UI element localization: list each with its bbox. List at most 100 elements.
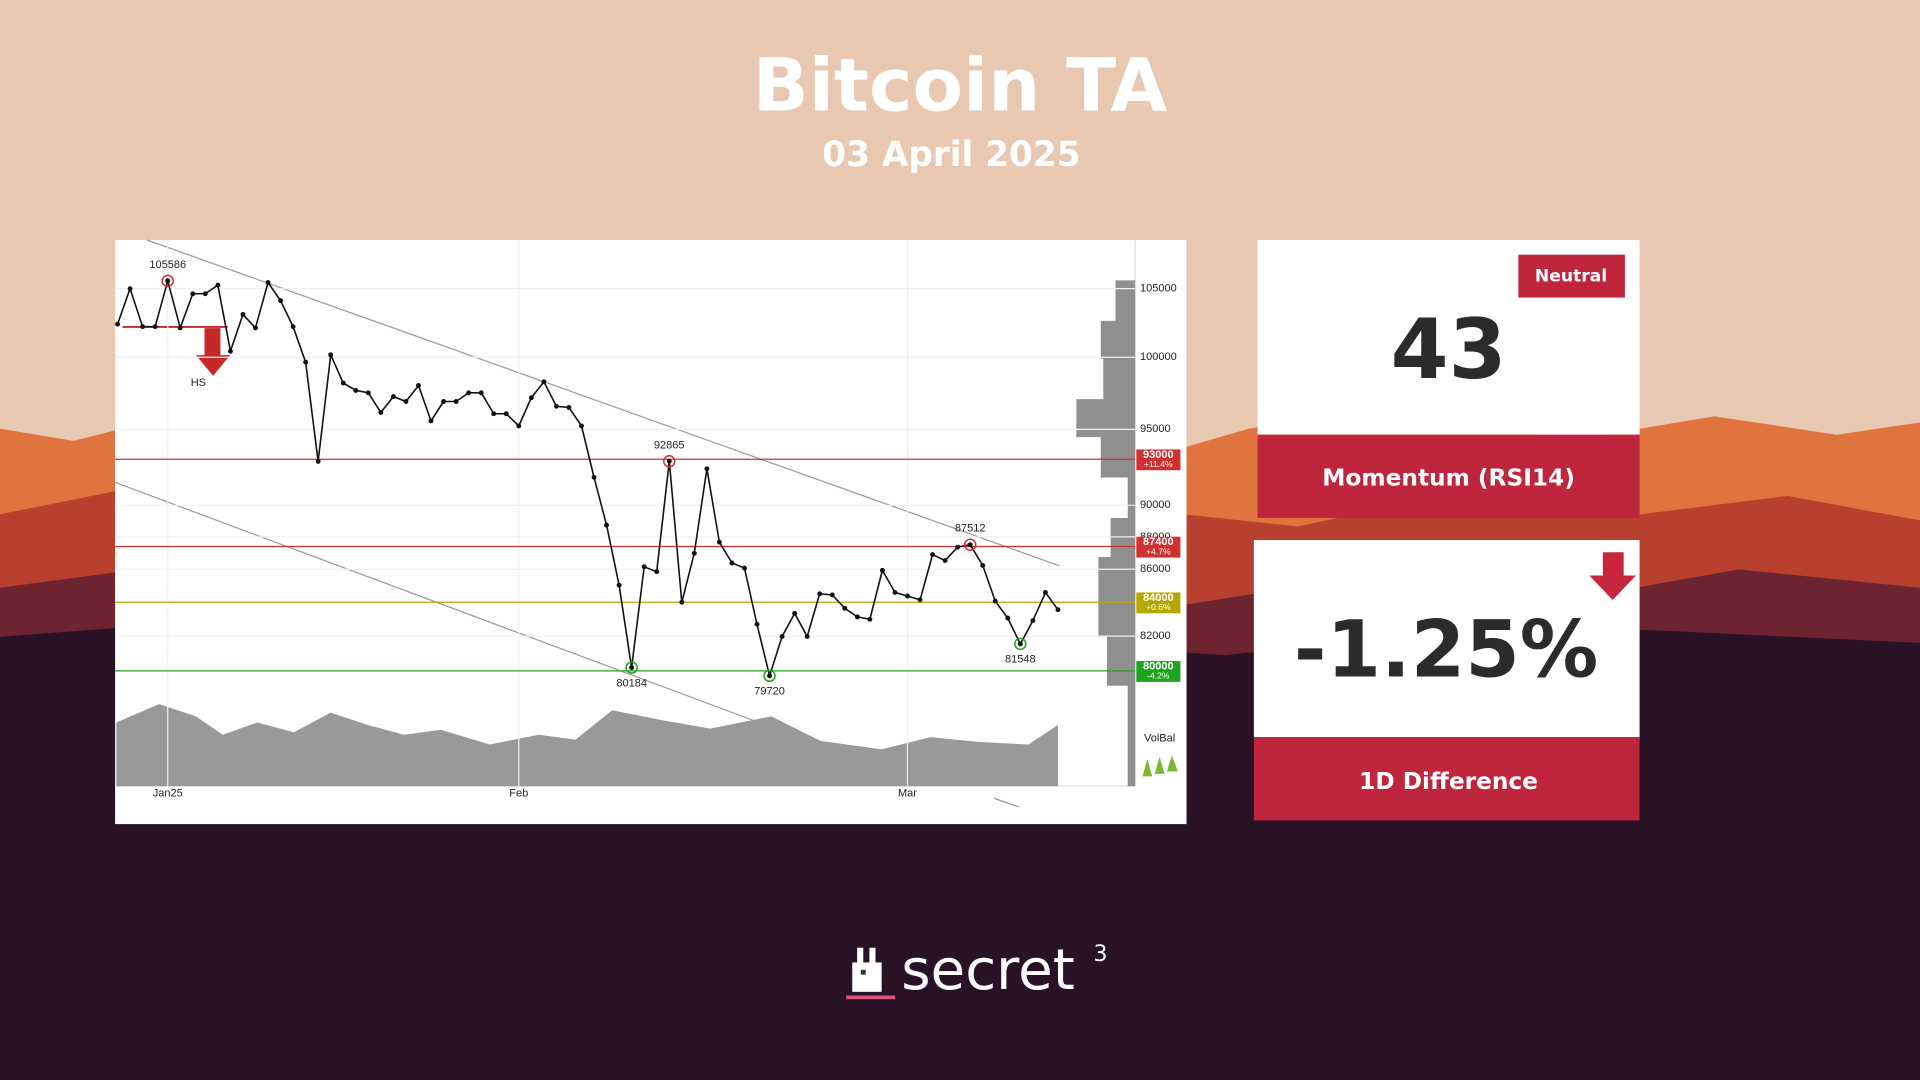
point bbox=[867, 616, 873, 622]
level-box bbox=[1136, 592, 1181, 614]
point bbox=[466, 390, 472, 396]
bunny-base bbox=[846, 995, 896, 1000]
volume-profile bbox=[1076, 280, 1136, 787]
point bbox=[115, 321, 120, 327]
point bbox=[340, 380, 346, 386]
pivot-ring bbox=[963, 538, 977, 551]
x-tick-label: Feb bbox=[509, 787, 528, 799]
point bbox=[1055, 607, 1061, 613]
point bbox=[679, 599, 685, 605]
x-tick-label: Mar bbox=[898, 787, 917, 799]
hs-arrow bbox=[195, 328, 231, 376]
logo: secret 3 bbox=[846, 938, 1108, 1003]
bunny-ear bbox=[869, 947, 876, 963]
diff-label: 1D Difference bbox=[1359, 768, 1538, 795]
diff-card bbox=[1253, 540, 1640, 738]
point bbox=[140, 324, 146, 330]
y-tick-label: 86000 bbox=[1140, 563, 1171, 575]
level-label: 87400 bbox=[1143, 536, 1174, 548]
pivot-ring bbox=[1014, 637, 1027, 651]
point bbox=[716, 539, 722, 545]
point bbox=[792, 610, 798, 616]
point bbox=[202, 291, 208, 297]
point bbox=[1017, 641, 1023, 647]
title: Bitcoin TA bbox=[753, 44, 1168, 129]
point bbox=[553, 403, 559, 409]
point bbox=[629, 665, 635, 671]
point bbox=[227, 348, 233, 354]
logo-sup: 3 bbox=[1093, 942, 1107, 967]
point bbox=[353, 387, 359, 393]
level-change: +4.7% bbox=[1146, 546, 1171, 556]
point bbox=[541, 379, 547, 385]
point bbox=[528, 395, 534, 401]
trendline bbox=[994, 797, 1019, 808]
rsi-label: Momentum (RSI14) bbox=[1322, 464, 1575, 491]
down-arrow bbox=[1589, 552, 1636, 600]
point bbox=[641, 564, 647, 570]
point bbox=[503, 411, 509, 417]
annotation: HS bbox=[191, 377, 206, 389]
point bbox=[365, 390, 371, 396]
level-box bbox=[1136, 536, 1181, 558]
value-label: 80184 bbox=[616, 677, 647, 689]
point bbox=[290, 324, 296, 330]
point bbox=[453, 399, 459, 404]
point bbox=[303, 359, 309, 365]
point bbox=[930, 552, 936, 558]
diff-band bbox=[1253, 737, 1640, 821]
point bbox=[378, 409, 384, 415]
point bbox=[980, 563, 986, 568]
value-label: 92865 bbox=[654, 439, 685, 451]
point bbox=[905, 593, 910, 599]
x-tick-label: Jan25 bbox=[153, 787, 183, 799]
point bbox=[842, 605, 848, 611]
diff-value: -1.25% bbox=[1294, 605, 1598, 696]
value-label: 79720 bbox=[754, 686, 785, 698]
point bbox=[1030, 618, 1036, 624]
point bbox=[165, 278, 171, 284]
point bbox=[942, 558, 948, 564]
y-tick-label: 95000 bbox=[1140, 423, 1171, 435]
point bbox=[804, 634, 810, 639]
point bbox=[654, 569, 660, 575]
bunny-eye bbox=[860, 969, 866, 975]
pivot-ring bbox=[763, 669, 776, 683]
point bbox=[992, 598, 998, 604]
badge-text: Neutral bbox=[1535, 267, 1607, 287]
point bbox=[704, 466, 710, 472]
level-change: +11.4% bbox=[1144, 459, 1173, 469]
rsi-band bbox=[1257, 434, 1640, 518]
y-tick-label: 100000 bbox=[1140, 351, 1177, 363]
level-label: 93000 bbox=[1143, 449, 1174, 461]
point bbox=[516, 423, 522, 429]
point bbox=[177, 325, 183, 331]
point bbox=[428, 418, 434, 424]
point bbox=[190, 291, 196, 297]
point bbox=[127, 286, 133, 292]
level-change: -4.2% bbox=[1147, 671, 1170, 681]
point bbox=[892, 589, 898, 595]
price-line bbox=[116, 277, 1059, 679]
point bbox=[315, 458, 321, 464]
value-label: 105586 bbox=[149, 259, 186, 271]
point bbox=[1005, 615, 1011, 621]
value-label: 81548 bbox=[1005, 654, 1036, 666]
badge bbox=[1518, 254, 1625, 298]
point bbox=[441, 399, 447, 404]
point bbox=[729, 560, 735, 566]
bunny-ear bbox=[857, 947, 864, 963]
point bbox=[854, 614, 860, 620]
point bbox=[967, 542, 973, 548]
point bbox=[390, 394, 396, 400]
point bbox=[265, 280, 271, 285]
point bbox=[478, 390, 484, 396]
point bbox=[917, 597, 923, 603]
point bbox=[691, 550, 697, 556]
point bbox=[817, 591, 823, 597]
value-label: 87512 bbox=[955, 523, 986, 535]
point bbox=[278, 298, 284, 304]
point bbox=[955, 544, 961, 550]
level-box bbox=[1136, 449, 1181, 471]
point bbox=[416, 383, 421, 388]
